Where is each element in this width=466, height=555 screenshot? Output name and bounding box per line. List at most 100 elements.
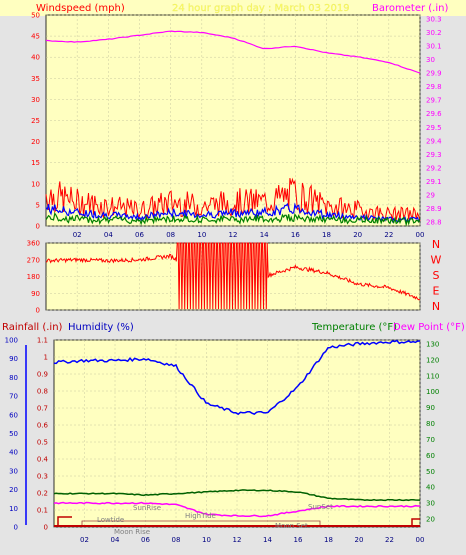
bottom-x-axis: 02 04 06 08 10 12 14 16 18 20 22 00 xyxy=(80,536,424,544)
humidity-tick: 100 xyxy=(5,337,18,345)
barometer-tick: 30 xyxy=(426,56,435,64)
barometer-tick: 30.3 xyxy=(426,16,442,24)
barometer-title: Barometer (.in) xyxy=(372,3,448,14)
bottom-x-tick: 18 xyxy=(324,536,333,544)
compass-letter: E xyxy=(433,285,440,298)
rainfall-tick: 0.8 xyxy=(37,388,48,396)
barometer-tick: 29.1 xyxy=(426,178,442,186)
top-header-bar xyxy=(0,0,466,16)
rainfall-tick: 0.9 xyxy=(37,371,48,379)
daylight-band xyxy=(81,520,321,525)
bottom-x-tick: 00 xyxy=(416,536,425,544)
humidity-line xyxy=(53,339,421,416)
bottom-x-tick: 14 xyxy=(263,536,272,544)
rainfall-axis: 0 0.1 0.2 0.3 0.4 0.5 0.6 0.7 0.8 0.9 1 1.1 xyxy=(37,337,49,532)
dewpoint-title: Dew Point (°F) xyxy=(393,322,465,333)
rainfall-tick: 0.6 xyxy=(37,422,49,430)
humidity-tick: 40 xyxy=(9,449,18,457)
humidity-axis: 0 10 20 30 40 50 60 70 80 90 100 xyxy=(5,337,18,532)
humidity-tick: 0 xyxy=(14,524,18,532)
barometer-tick: 29.7 xyxy=(426,97,442,105)
barometer-line xyxy=(45,30,421,74)
wind-gust-line xyxy=(45,177,421,222)
humidity-tick: 20 xyxy=(9,486,18,494)
barometer-tick: 30.1 xyxy=(426,43,442,51)
windspeed-title: Windspeed (mph) xyxy=(36,3,125,14)
temperature-tick: 40 xyxy=(426,484,435,492)
humidity-title: Humidity (%) xyxy=(68,322,134,333)
wind-x-tick: 18 xyxy=(322,231,331,239)
bottom-grid xyxy=(25,339,421,528)
humidity-tick: 80 xyxy=(9,374,18,382)
wind-x-tick: 14 xyxy=(260,231,269,239)
wind-left-tick: 40 xyxy=(31,54,40,62)
wind-left-tick: 25 xyxy=(31,117,40,125)
bottom-x-tick: 12 xyxy=(233,536,242,544)
barometer-right-axis: 28.8 28.9 29 29.1 29.2 29.3 29.4 29.5 29.6 29.7 29… xyxy=(426,16,442,227)
temperature-tick: 110 xyxy=(426,372,439,380)
compass-letter: S xyxy=(433,269,440,282)
wind-left-tick: 35 xyxy=(31,75,40,83)
sunrise-annotation: SunRise xyxy=(133,504,161,512)
direction-series xyxy=(45,242,421,310)
temperature-tick: 120 xyxy=(426,356,439,364)
wind-x-tick: 22 xyxy=(384,231,393,239)
bottom-x-tick: 10 xyxy=(202,536,211,544)
temperature-tick: 70 xyxy=(426,436,435,444)
temperature-axis: 20 30 40 50 60 70 80 90 100 110 120 130 xyxy=(426,341,439,524)
humidity-tick: 10 xyxy=(9,505,18,513)
barometer-tick: 29.5 xyxy=(426,124,442,132)
humidity-tick: 70 xyxy=(9,393,18,401)
wind-left-tick: 30 xyxy=(31,96,40,104)
wind-left-axis: 0 5 10 15 20 25 30 35 40 45 50 xyxy=(31,12,40,231)
bottom-x-tick: 22 xyxy=(385,536,394,544)
wind-low-line xyxy=(45,212,421,227)
direction-tick: 360 xyxy=(27,240,40,248)
bottom-series xyxy=(53,339,421,527)
barometer-tick: 28.8 xyxy=(426,219,442,227)
wind-grid xyxy=(46,14,421,227)
wind-x-tick: 16 xyxy=(291,231,300,239)
rainfall-tick: 0.2 xyxy=(37,490,48,498)
dewpoint-line xyxy=(53,501,420,518)
wind-x-tick: 10 xyxy=(197,231,206,239)
barometer-tick: 29.3 xyxy=(426,151,442,159)
compass-letter: N xyxy=(432,238,440,251)
direction-line xyxy=(45,242,421,310)
rainfall-title: Rainfall (.in) xyxy=(2,322,63,333)
wind-left-tick: 45 xyxy=(31,33,40,41)
wind-x-axis: 02 04 06 08 10 12 14 16 18 20 22 00 xyxy=(73,231,425,239)
temperature-tick: 50 xyxy=(426,468,435,476)
wind-left-tick: 0 xyxy=(36,223,40,231)
temperature-tick: 20 xyxy=(426,516,435,524)
compass-letter: N xyxy=(432,300,440,313)
rainfall-tick: 1 xyxy=(44,354,48,362)
lowtide-annotation: Lowtide xyxy=(97,516,124,524)
temperature-tick: 90 xyxy=(426,404,435,412)
wind-series xyxy=(45,177,421,227)
rainfall-tick: 0.4 xyxy=(37,456,49,464)
wind-left-tick: 5 xyxy=(36,201,40,209)
barometer-tick: 29.4 xyxy=(426,137,442,145)
rainfall-tick: 0.1 xyxy=(37,507,48,515)
direction-tick: 270 xyxy=(27,256,40,264)
sunset-annotation: SunSet xyxy=(308,503,333,511)
bottom-x-tick: 20 xyxy=(355,536,364,544)
bottom-x-tick: 06 xyxy=(141,536,150,544)
rainfall-tick: 1.1 xyxy=(37,337,48,345)
wind-x-tick: 00 xyxy=(416,231,425,239)
barometer-tick: 29.6 xyxy=(426,110,442,118)
bottom-x-tick: 04 xyxy=(111,536,120,544)
temperature-tick: 100 xyxy=(426,388,439,396)
rainfall-marker xyxy=(57,516,72,525)
barometer-tick: 29.2 xyxy=(426,164,442,172)
compass-letter: W xyxy=(431,254,442,267)
bottom-x-tick: 08 xyxy=(172,536,181,544)
temperature-tick: 30 xyxy=(426,500,435,508)
direction-tick: 90 xyxy=(31,290,40,298)
bottom-x-tick: 16 xyxy=(294,536,303,544)
temperature-tick: 130 xyxy=(426,341,439,349)
